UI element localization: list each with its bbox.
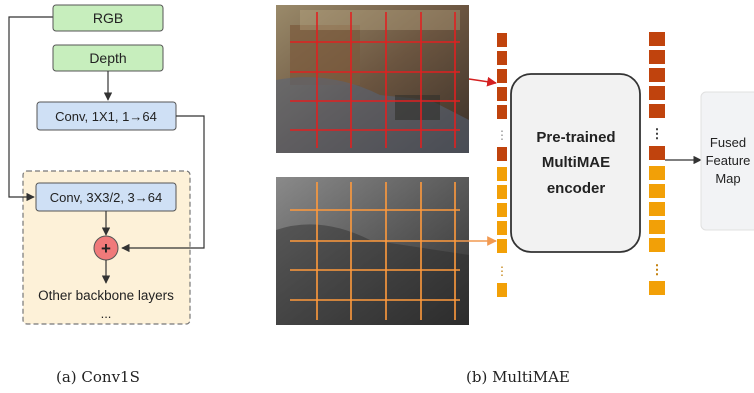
conv3x3-label: Conv, 3X3/2, 3→64 [50,190,163,205]
conv1-to-add-connection [121,115,205,253]
caption-a: (a) Conv1S [56,368,140,386]
rgb-to-tokens-arrow [468,76,497,87]
panel-a-conv1s: RGB Depth Conv, 1X1, 1→64 Conv, 3X3/2, 3… [8,4,205,325]
fused-label-line3: Map [715,171,740,186]
rgb-input-box [52,4,164,32]
output-rgb-token-ellipsis: ⋮ [651,126,664,141]
depth-label: Depth [89,50,126,66]
conv1x1-label: Conv, 1X1, 1→64 [55,109,157,124]
add-symbol: + [101,239,111,258]
encoder-label-line2: MultiMAE [542,154,610,171]
backbone-ellipsis: ... [101,306,112,321]
panel-b-multimae: ⋮ ⋮ Pre-trained MultiMAE encoder ⋮ ⋮ Fu [276,5,754,325]
fused-label-line2: Feature [706,153,751,168]
encoder-label-line1: Pre-trained [536,129,615,146]
depth-image [276,177,469,325]
input-tokens [497,33,507,297]
rgb-label: RGB [93,10,123,26]
fused-label-line1: Fused [710,135,746,150]
output-depth-token-ellipsis: ⋮ [651,262,664,277]
backbone-label: Other backbone layers [38,288,174,303]
output-tokens [649,32,665,295]
encoder-box [510,73,641,253]
caption-b: (b) MultiMAE [466,368,570,386]
rgb-patch-grid [290,12,460,148]
depth-patch-grid [290,182,460,320]
input-rgb-token-ellipsis: ⋮ [496,128,508,142]
input-depth-token-ellipsis: ⋮ [496,264,508,278]
encoder-label-line3: encoder [547,180,606,197]
fused-feature-map-box [700,91,754,231]
rgb-skip-connection [8,16,53,202]
